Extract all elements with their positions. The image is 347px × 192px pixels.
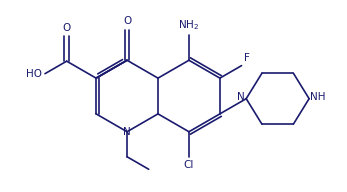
Text: F: F [244, 53, 250, 63]
Text: NH: NH [310, 93, 326, 103]
Text: O: O [62, 23, 71, 33]
Text: Cl: Cl [184, 160, 194, 170]
Text: N: N [237, 93, 245, 103]
Text: O: O [123, 16, 131, 26]
Text: HO: HO [26, 69, 42, 79]
Text: NH$_2$: NH$_2$ [178, 19, 200, 32]
Text: N: N [123, 127, 131, 137]
